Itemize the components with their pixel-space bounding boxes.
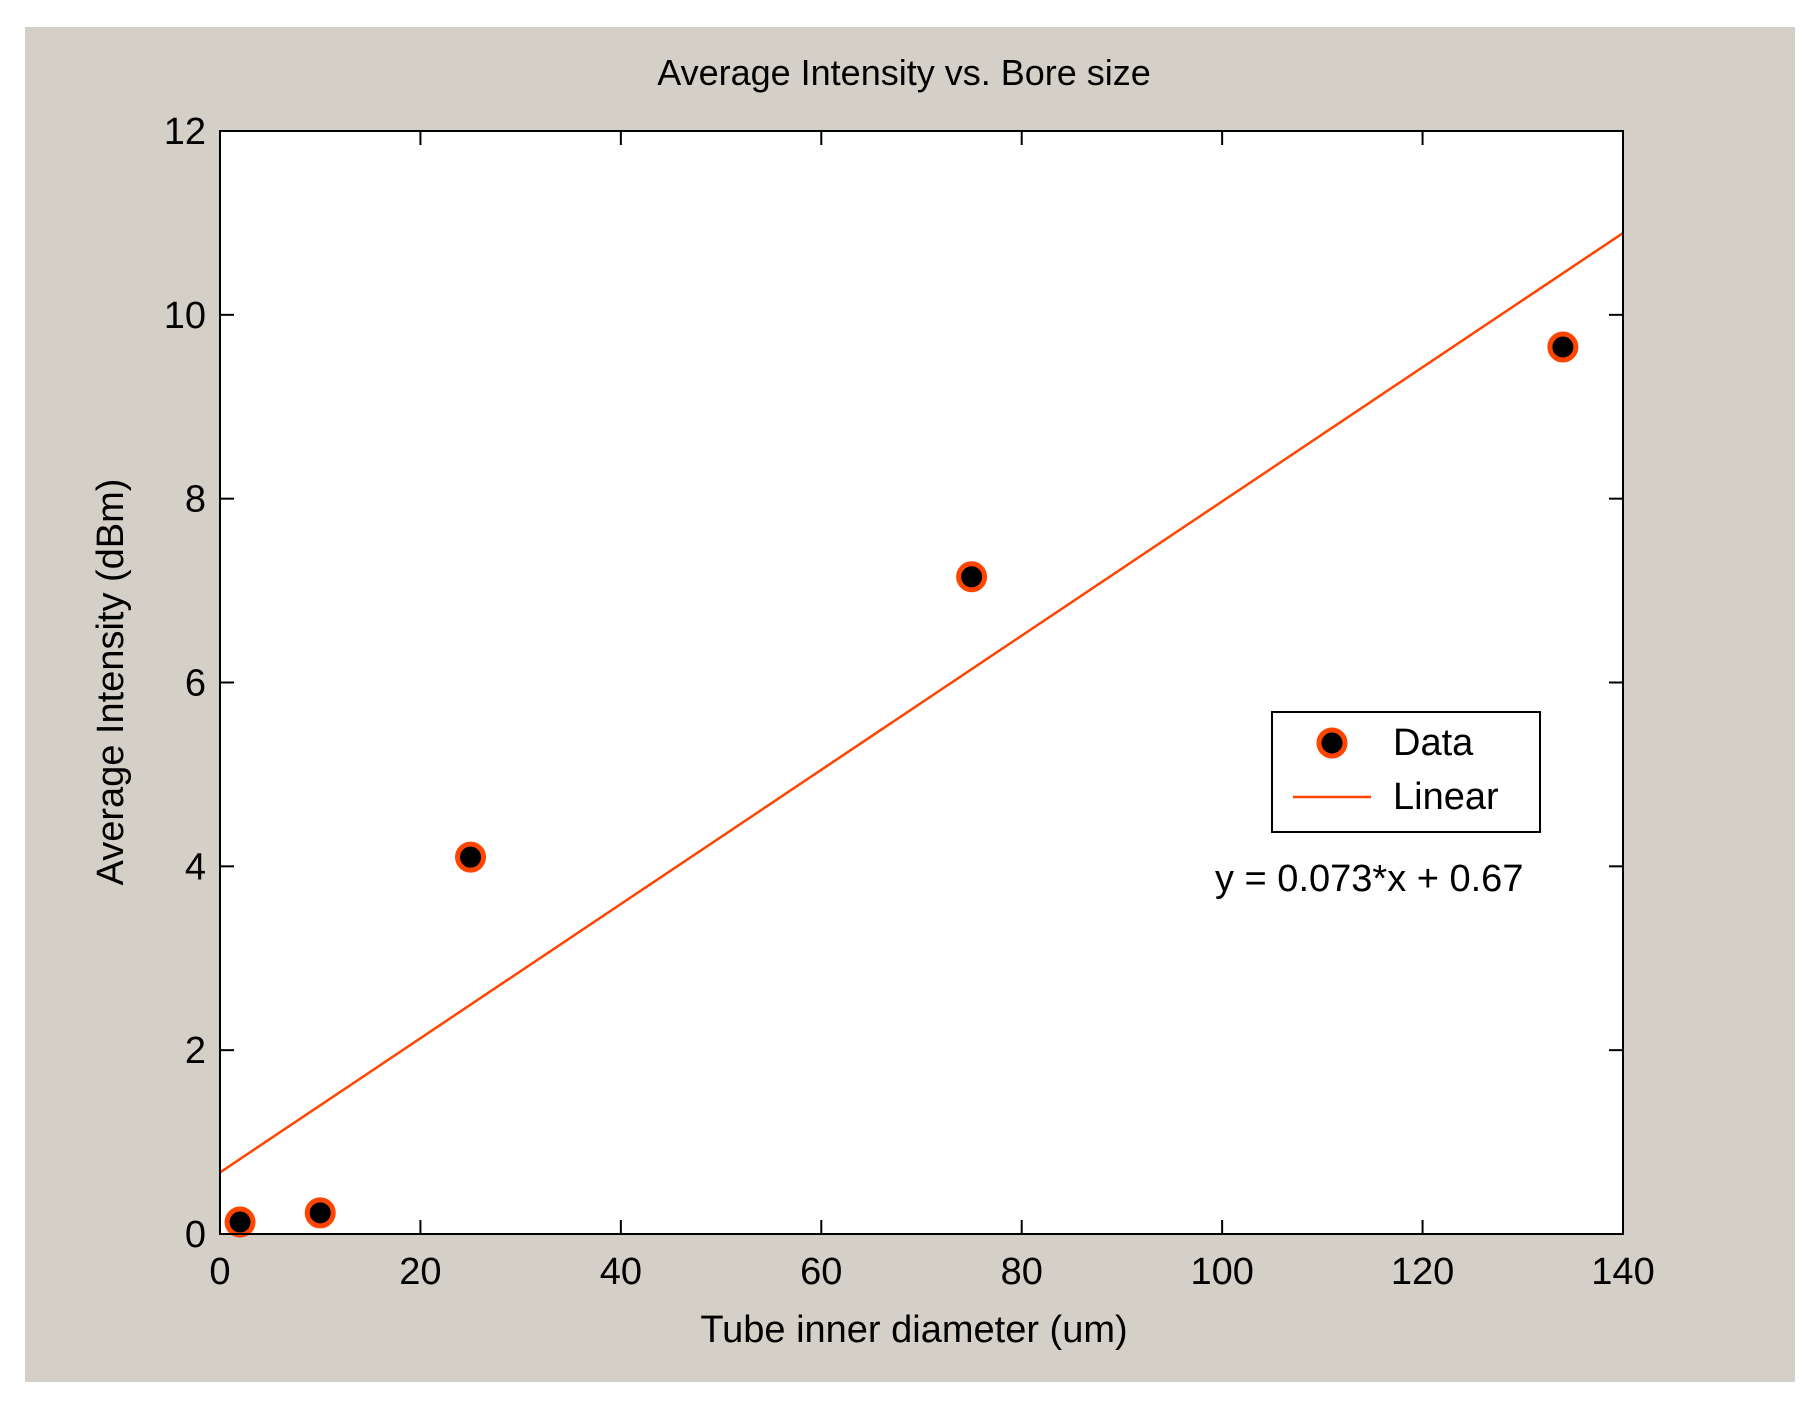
fit-line	[219, 231, 1624, 1174]
data-point	[304, 1197, 336, 1229]
x-tick-label: 0	[209, 1251, 230, 1293]
y-tick-label: 8	[185, 479, 206, 521]
y-tick-label: 12	[164, 111, 206, 153]
x-tick-label: 80	[1001, 1251, 1043, 1293]
chart-title: Average Intensity vs. Bore size	[657, 52, 1151, 93]
plot-area	[220, 131, 1623, 1234]
x-tick-label: 40	[600, 1251, 642, 1293]
y-tick-label: 4	[185, 846, 206, 888]
y-tick-label: 2	[185, 1030, 206, 1072]
x-axis-label: Tube inner diameter (um)	[700, 1309, 1127, 1351]
x-tick-label: 120	[1391, 1251, 1454, 1293]
y-tick-label: 0	[185, 1214, 206, 1256]
legend-label-linear: Linear	[1393, 776, 1499, 818]
plot-frame	[219, 130, 1624, 1235]
data-point	[455, 841, 487, 873]
data-point	[1547, 331, 1579, 363]
fit-equation-annotation: y = 0.073*x + 0.67	[1215, 858, 1523, 900]
x-tick-label: 60	[800, 1251, 842, 1293]
axis-tick-labels: 0 20 40 60 80 100 120 140 0 2 4 6 8 10 12	[164, 111, 1655, 1293]
x-tick-label: 100	[1190, 1251, 1253, 1293]
y-tick-label: 6	[185, 663, 206, 705]
x-tick-label: 20	[399, 1251, 441, 1293]
legend-box	[1271, 711, 1541, 833]
y-axis-label: Average Intensity (dBm)	[90, 479, 132, 886]
y-tick-label: 10	[164, 295, 206, 337]
x-tick-label: 140	[1591, 1251, 1654, 1293]
legend: Data Linear	[1271, 711, 1541, 833]
data-point	[956, 561, 988, 593]
series-layer	[219, 231, 1624, 1238]
data-point	[224, 1206, 256, 1238]
legend-label-data: Data	[1393, 722, 1474, 764]
legend-data-marker	[1316, 727, 1348, 759]
